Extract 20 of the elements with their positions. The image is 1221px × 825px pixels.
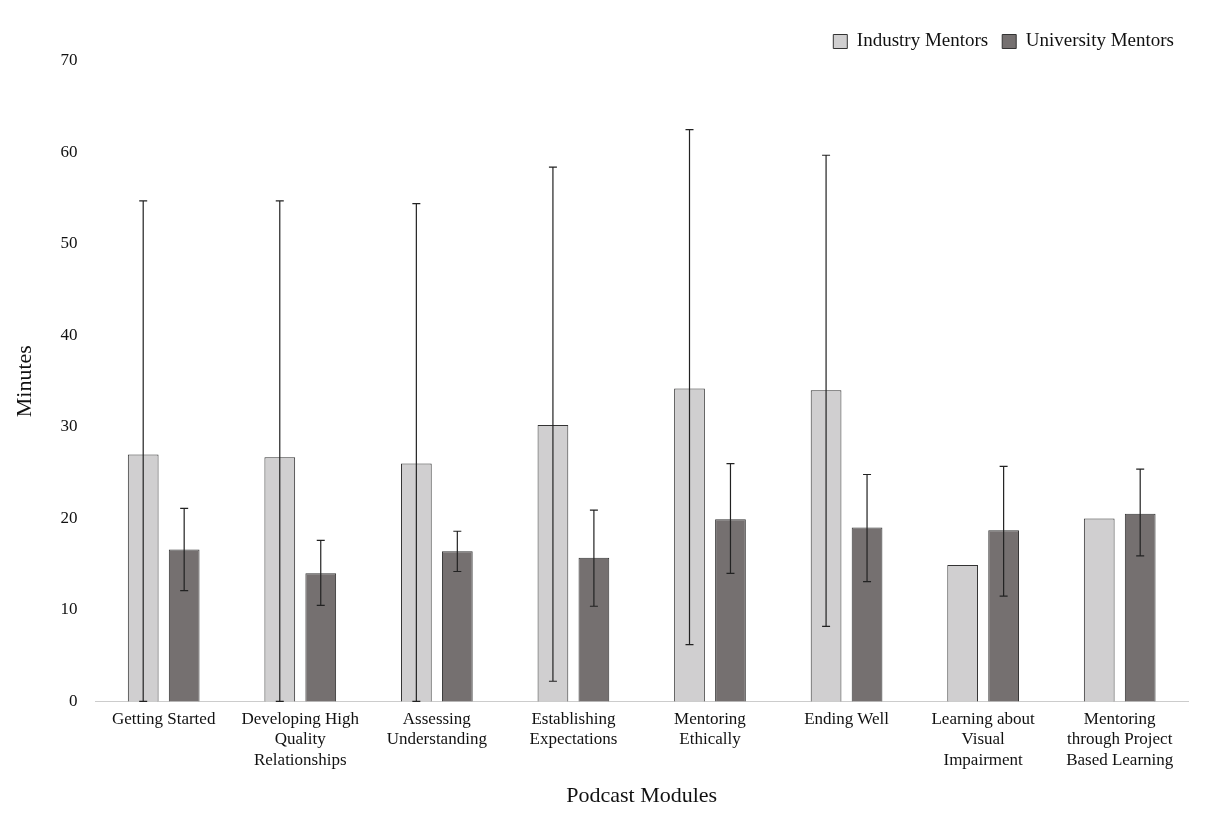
y-tick-label: 10: [60, 599, 78, 619]
y-tick-label: 50: [60, 233, 78, 253]
y-tick-label: 40: [60, 324, 78, 344]
x-tick-label: Developing High Quality Relationships: [241, 709, 360, 769]
x-tick-label: Assessing Understanding: [386, 709, 488, 749]
legend-label: Industry Mentors: [856, 29, 989, 51]
y-tick-label: 30: [60, 416, 78, 436]
x-tick-label: Getting Started: [111, 709, 216, 729]
x-tick-label: Ending Well: [804, 709, 890, 729]
legend-label: University Mentors: [1025, 29, 1175, 51]
x-tick-label: Mentoring Ethically: [674, 709, 747, 749]
x-tick-label: Learning about Visual Impairment: [931, 709, 1036, 769]
x-axis-title: Podcast Modules: [566, 781, 718, 807]
y-axis-title: Minutes: [10, 345, 36, 418]
y-tick-label: 0: [68, 690, 78, 710]
y-tick-label: 20: [60, 507, 78, 527]
x-tick-label: Establishing Expectations: [529, 709, 618, 749]
y-tick-label: 60: [60, 141, 78, 161]
y-tick-label: 70: [60, 50, 78, 70]
x-tick-label: Mentoring through Project Based Learning: [1066, 709, 1174, 769]
